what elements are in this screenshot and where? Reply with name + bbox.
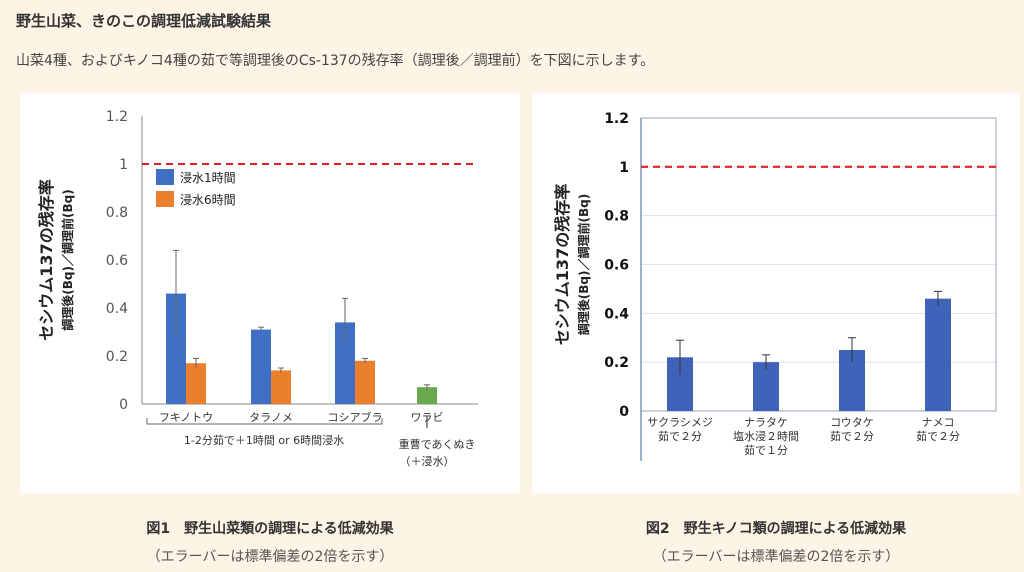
chart-2: 0 0.2 0.4 0.6 0.8 1 1.2 セシウム137の残存率 調理後(Bq)／調理前(…: [553, 111, 997, 461]
x-tick-label: フキノトウ: [159, 411, 213, 424]
x-tick-label: ナメコ: [922, 416, 955, 429]
y-tick-label: 0.6: [604, 258, 629, 274]
y-tick-label: 0.6: [106, 253, 128, 269]
y-tick-label: 1: [119, 157, 128, 173]
x-tick-label: 茹で２分: [830, 429, 874, 443]
x-tick-label: コシアブラ: [328, 410, 383, 424]
caption-1-title: 図1 野生山菜類の調理による低減効果: [146, 521, 394, 537]
y-tick-label: 0: [619, 404, 629, 420]
caption-2: 図2 野生キノコ類の調理による低減効果 （エラーバーは標準偏差の2倍を示す）: [532, 518, 1020, 566]
y-tick-label: 0.8: [604, 209, 629, 225]
chart-panel-1: 0 0.2 0.4 0.6 0.8 1 1.2 セシウム137の残存率 調理後(Bq)／調理前(…: [20, 93, 520, 493]
caption-1-note: （エラーバーは標準偏差の2倍を示す）: [146, 549, 394, 565]
y-tick-label: 0.4: [604, 306, 629, 322]
y-tick-label: 1.2: [604, 111, 629, 127]
y-axis-label: セシウム137の残存率: [37, 179, 56, 340]
page-title: 野生山菜、きのこの調理低減試験結果: [16, 12, 272, 30]
x-tick-label: 茹で２分: [916, 429, 960, 443]
legend-label: 浸水1時間: [180, 171, 236, 185]
bar: [166, 293, 186, 404]
x-tick-label: 塩水浸２時間: [733, 429, 799, 443]
x-tick-label: 茹で１分: [744, 443, 788, 457]
y-axis-label: セシウム137の残存率: [553, 184, 572, 345]
y-tick-label: 0.4: [106, 301, 128, 317]
warabi-note: 重曹であくぬき: [399, 437, 476, 451]
bar: [753, 362, 779, 411]
y-axis-label-unit: 調理後(Bq)／調理前(Bq): [60, 189, 75, 330]
legend-swatch: [156, 169, 174, 185]
x-tick-label: コウタケ: [830, 416, 874, 429]
y-tick-label: 1: [619, 160, 629, 176]
y-tick-label: 0.2: [604, 355, 629, 371]
bar: [417, 387, 437, 404]
caption-2-note: （エラーバーは標準偏差の2倍を示す）: [652, 549, 900, 565]
bar: [186, 363, 206, 404]
legend-label: 浸水6時間: [180, 193, 236, 207]
bar: [925, 298, 951, 411]
bar: [355, 360, 375, 404]
caption-2-title: 図2 野生キノコ類の調理による低減効果: [645, 521, 907, 537]
x-tick-label: 茹で２分: [658, 429, 702, 443]
x-tick-label: サクラシメジ: [647, 416, 713, 429]
group-note: 1-2分茹で＋1時間 or 6時間浸水: [184, 433, 344, 447]
page-description: 山菜4種、およびキノコ4種の茹で等調理後のCs-137の残存率（調理後／調理前）…: [16, 53, 655, 69]
x-tick-label: タラノメ: [249, 411, 293, 424]
bar: [335, 322, 355, 404]
y-axis-label-unit: 調理後(Bq)／調理前(Bq): [576, 194, 591, 335]
x-tick-label: ナラタケ: [744, 416, 788, 429]
bar: [271, 370, 291, 404]
chart-1: 0 0.2 0.4 0.6 0.8 1 1.2 セシウム137の残存率 調理後(Bq)／調理前(…: [37, 109, 478, 468]
y-tick-label: 1.2: [106, 109, 128, 125]
bar: [251, 329, 271, 404]
legend-swatch: [156, 191, 174, 207]
caption-1: 図1 野生山菜類の調理による低減効果 （エラーバーは標準偏差の2倍を示す）: [20, 518, 520, 566]
y-tick-label: 0.2: [106, 349, 128, 365]
warabi-note-sub: （＋浸水）: [400, 455, 455, 468]
y-tick-label: 0: [119, 397, 128, 413]
chart-panel-2: 0 0.2 0.4 0.6 0.8 1 1.2 セシウム137の残存率 調理後(Bq)／調理前(…: [532, 93, 1020, 493]
y-tick-label: 0.8: [106, 205, 128, 221]
group-bracket: [146, 418, 383, 425]
